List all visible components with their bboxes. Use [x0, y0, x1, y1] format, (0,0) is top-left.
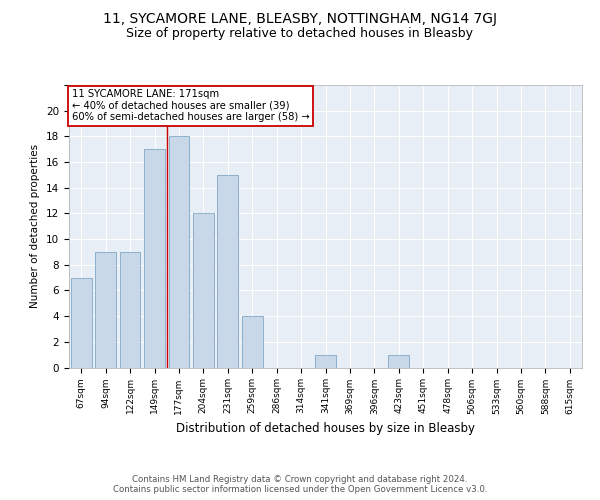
Bar	[71, 278, 92, 368]
Bar	[193, 214, 214, 368]
Text: Size of property relative to detached houses in Bleasby: Size of property relative to detached ho…	[127, 28, 473, 40]
Text: Contains HM Land Registry data © Crown copyright and database right 2024.
Contai: Contains HM Land Registry data © Crown c…	[113, 474, 487, 494]
Text: 11, SYCAMORE LANE, BLEASBY, NOTTINGHAM, NG14 7GJ: 11, SYCAMORE LANE, BLEASBY, NOTTINGHAM, …	[103, 12, 497, 26]
X-axis label: Distribution of detached houses by size in Bleasby: Distribution of detached houses by size …	[176, 422, 475, 435]
Bar	[217, 175, 238, 368]
Bar	[242, 316, 263, 368]
Bar	[169, 136, 190, 368]
Bar	[144, 149, 165, 368]
Bar	[388, 354, 409, 368]
Bar	[315, 354, 336, 368]
Bar	[119, 252, 140, 368]
Y-axis label: Number of detached properties: Number of detached properties	[31, 144, 40, 308]
Bar	[95, 252, 116, 368]
Text: 11 SYCAMORE LANE: 171sqm
← 40% of detached houses are smaller (39)
60% of semi-d: 11 SYCAMORE LANE: 171sqm ← 40% of detach…	[71, 89, 310, 122]
